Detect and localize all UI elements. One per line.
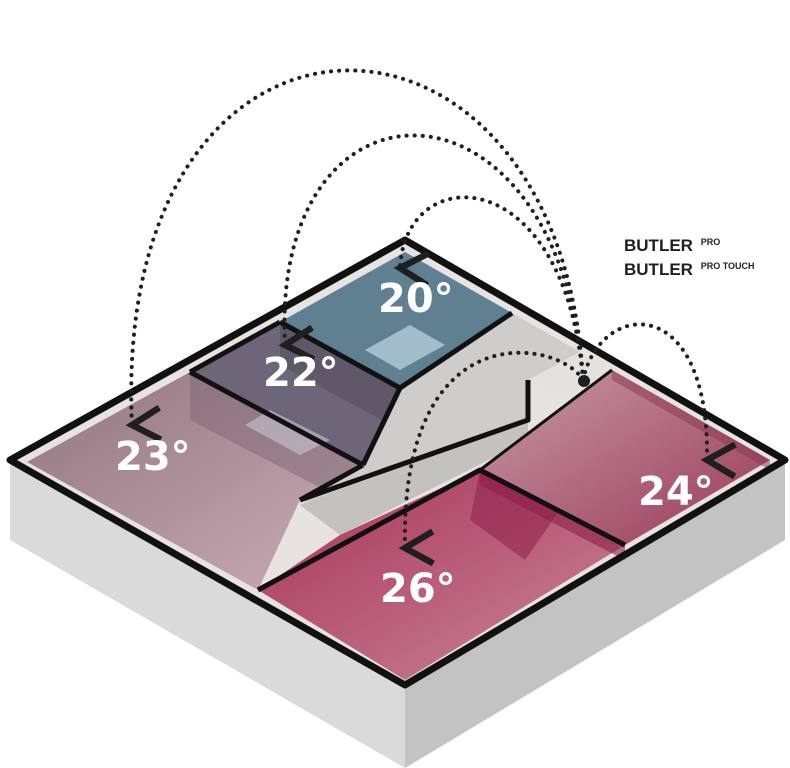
arc-to-room-23 [125, 68, 585, 443]
room-20-temperature: 20° [378, 276, 454, 322]
brand-suffix: PRO TOUCH [701, 261, 755, 271]
wall-outlines [6, 236, 789, 689]
room-22-floor [190, 322, 400, 465]
base-right-face [405, 460, 785, 768]
closet [528, 352, 612, 400]
room-22-temperature: 22° [263, 350, 339, 396]
room-20-light-patch [365, 325, 445, 370]
room-26-temperature: 26° [380, 566, 456, 612]
connector-arcs [125, 68, 737, 567]
brand-name: BUTLER [624, 260, 693, 279]
room-22-light-patch [245, 410, 330, 455]
brand-suffix: PRO [701, 237, 721, 247]
room-24-temperature: 24° [638, 469, 714, 515]
arc-to-room-20 [393, 195, 585, 382]
brand-label-pro: BUTLER PRO [624, 236, 720, 255]
arc-to-room-26 [398, 350, 585, 567]
base-left-face [10, 460, 405, 768]
thermostat-hub-dot [578, 375, 590, 387]
corridor-floor [300, 313, 580, 505]
corridor-strip [300, 420, 528, 535]
brand-name: BUTLER [624, 236, 693, 255]
room-24-floor [480, 370, 770, 545]
brand-label-pro-touch: BUTLER PRO TOUCH [624, 260, 755, 279]
room-20-floor [280, 252, 512, 388]
room-26-dark-corner [470, 470, 560, 560]
arc-to-room-22 [278, 133, 585, 382]
room-23-temperature: 23° [115, 434, 191, 480]
arc-to-room-24 [581, 322, 737, 480]
